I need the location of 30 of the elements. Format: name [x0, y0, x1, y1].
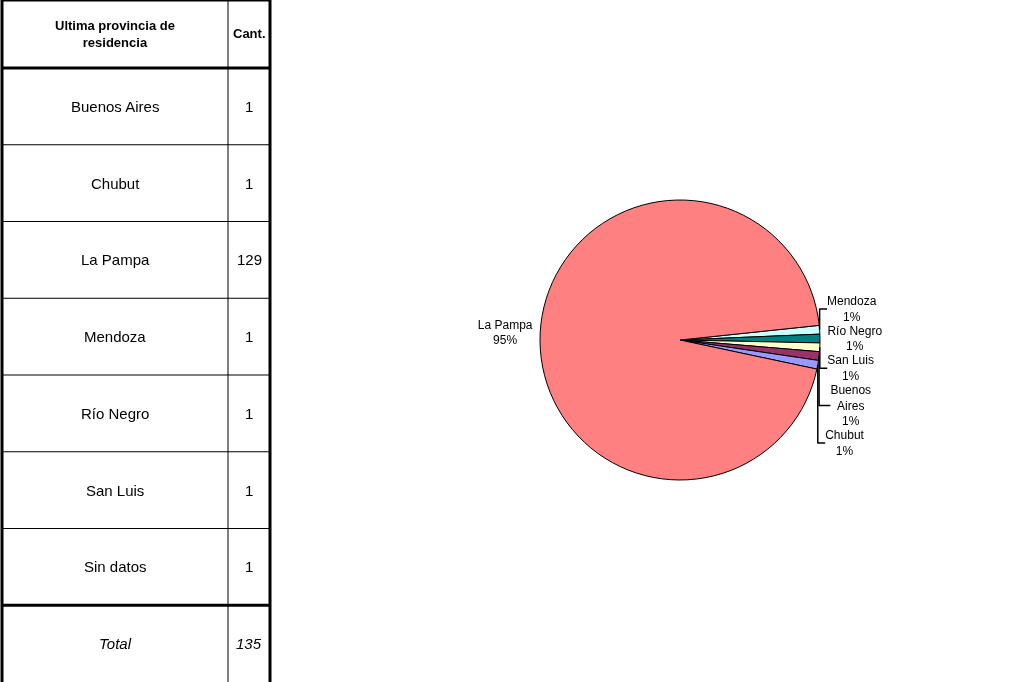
- slice-label: Chubut: [825, 428, 865, 443]
- text: Sin datos: [84, 558, 147, 575]
- text: Ultima provincia de residencia: [55, 18, 175, 50]
- text: Río Negro: [81, 405, 150, 422]
- text: 1: [245, 405, 254, 422]
- slice-label: Río Negro: [827, 323, 883, 338]
- text: San Luis: [86, 482, 145, 499]
- data-label: 1%: [843, 309, 861, 324]
- text: 1: [245, 175, 254, 192]
- data-label: 1%: [835, 443, 854, 458]
- data-label: 95%: [493, 333, 518, 348]
- text: 1: [245, 482, 254, 499]
- text: 129: [237, 251, 263, 268]
- text: Cant.: [233, 26, 266, 41]
- text: Buenos Aires: [71, 98, 160, 115]
- text: 1: [245, 328, 254, 345]
- text: Total: [99, 635, 132, 652]
- text: 1: [245, 98, 254, 115]
- slice-label: Mendoza: [827, 294, 877, 309]
- slice-label: La Pampa: [477, 317, 533, 332]
- text: 135: [236, 635, 262, 652]
- slice-label: Buenos Aires: [830, 382, 872, 413]
- data-label: 1%: [846, 339, 864, 354]
- data-label: 1%: [842, 414, 860, 429]
- text: La Pampa: [81, 251, 151, 268]
- text: 1: [245, 558, 254, 575]
- text: Mendoza: [84, 328, 147, 345]
- slice-label: San Luis: [827, 353, 874, 368]
- text: Chubut: [91, 175, 141, 192]
- data-label: 1%: [841, 368, 860, 383]
